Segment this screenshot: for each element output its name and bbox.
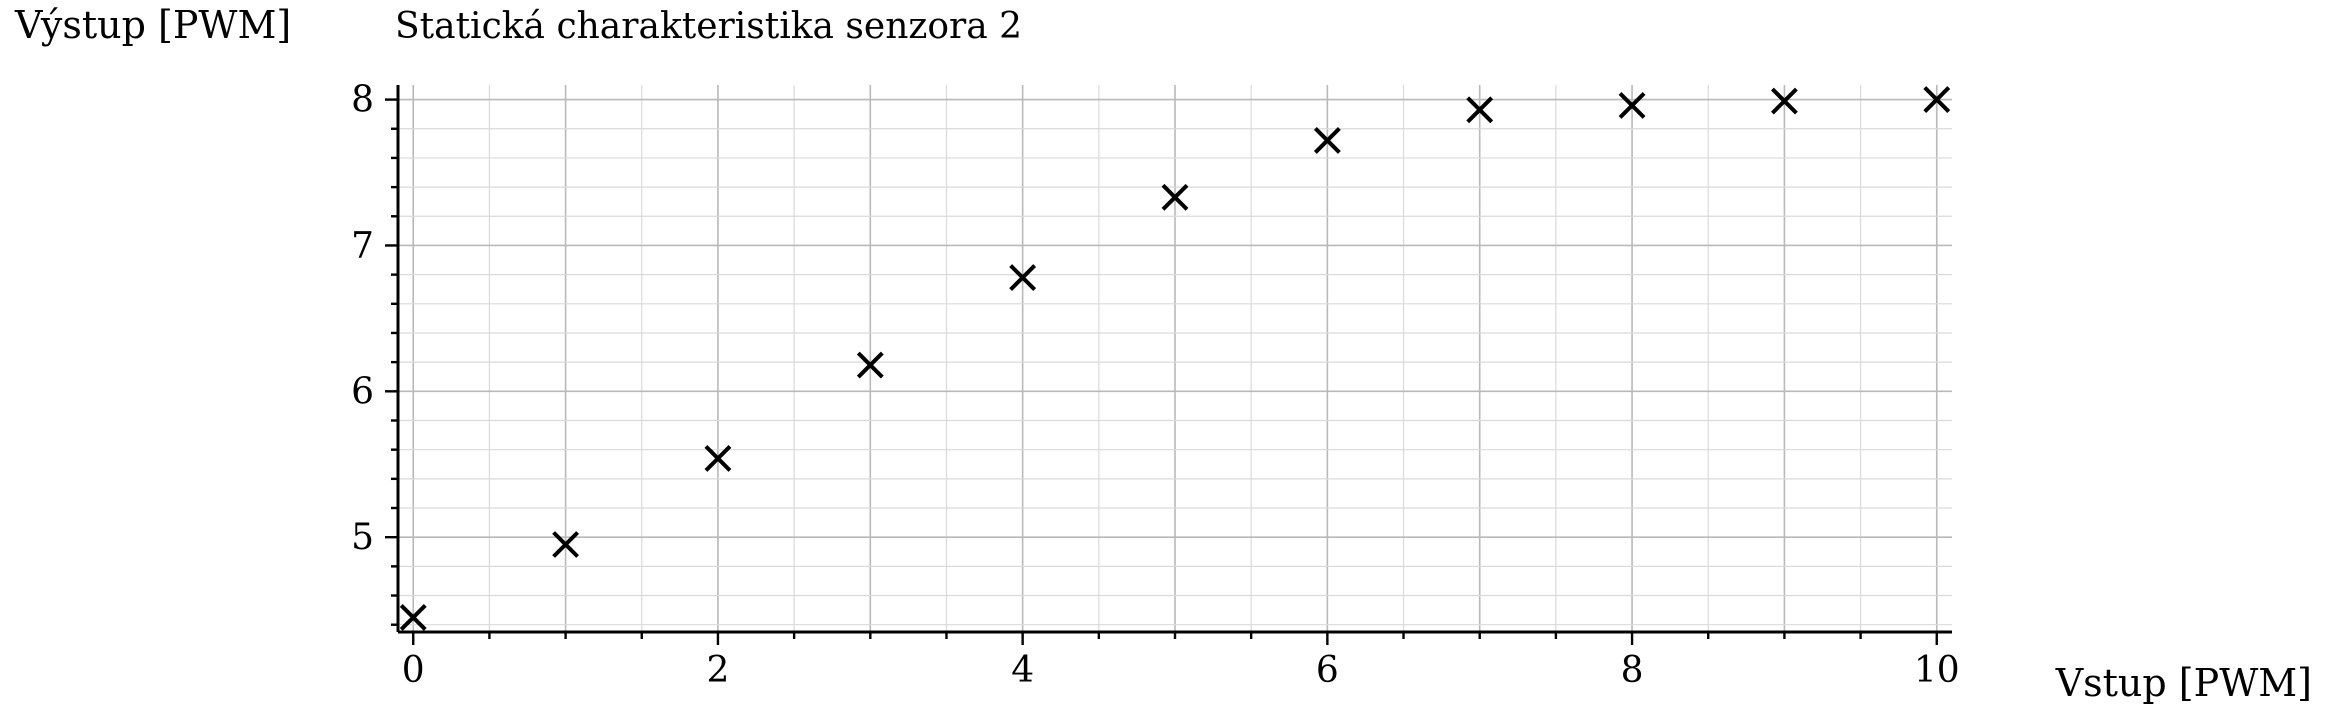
x-tick-label: 8 xyxy=(1621,650,1644,691)
y-tick-label: 8 xyxy=(351,80,374,121)
data-point xyxy=(1466,96,1494,124)
y-tick-label: 5 xyxy=(351,517,374,558)
data-point xyxy=(552,531,580,558)
x-tick-label: 2 xyxy=(706,650,729,691)
x-tick-label: 10 xyxy=(1914,650,1960,691)
data-point xyxy=(399,603,427,631)
marker-stroke xyxy=(1161,183,1189,211)
data-point xyxy=(1313,127,1341,154)
x-tick-label: 6 xyxy=(1316,650,1339,691)
data-point xyxy=(1618,92,1646,119)
marker-stroke xyxy=(1923,86,1951,114)
y-tick-label: 6 xyxy=(351,371,374,412)
chart-title: Statická charakteristika senzora 2 xyxy=(395,6,1022,47)
marker-stroke xyxy=(1770,87,1798,115)
marker-stroke xyxy=(399,603,427,631)
data-point xyxy=(856,351,884,379)
marker-stroke xyxy=(704,445,732,472)
x-tick-label: 4 xyxy=(1011,650,1034,691)
marker-stroke xyxy=(856,351,884,379)
ticks: 0 2 4 6 8 10 5 6 7 8 xyxy=(351,80,1960,691)
data-point xyxy=(1161,183,1189,211)
marker-stroke xyxy=(1313,127,1341,154)
data-point xyxy=(1009,264,1037,291)
marker-stroke xyxy=(1009,264,1037,291)
y-axis-label: Výstup [PWM] xyxy=(14,3,291,47)
x-tick-label: 0 xyxy=(402,650,425,691)
marker-stroke xyxy=(1466,96,1494,124)
data-point xyxy=(1923,86,1951,114)
data-point xyxy=(704,445,732,472)
grid xyxy=(398,85,1952,632)
data-point xyxy=(1770,87,1798,115)
x-axis-label: Vstup [PWM] xyxy=(2055,661,2312,705)
y-tick-label: 7 xyxy=(351,225,374,266)
marker-stroke xyxy=(552,531,580,558)
marker-stroke xyxy=(1618,92,1646,119)
data-points xyxy=(399,86,1951,631)
